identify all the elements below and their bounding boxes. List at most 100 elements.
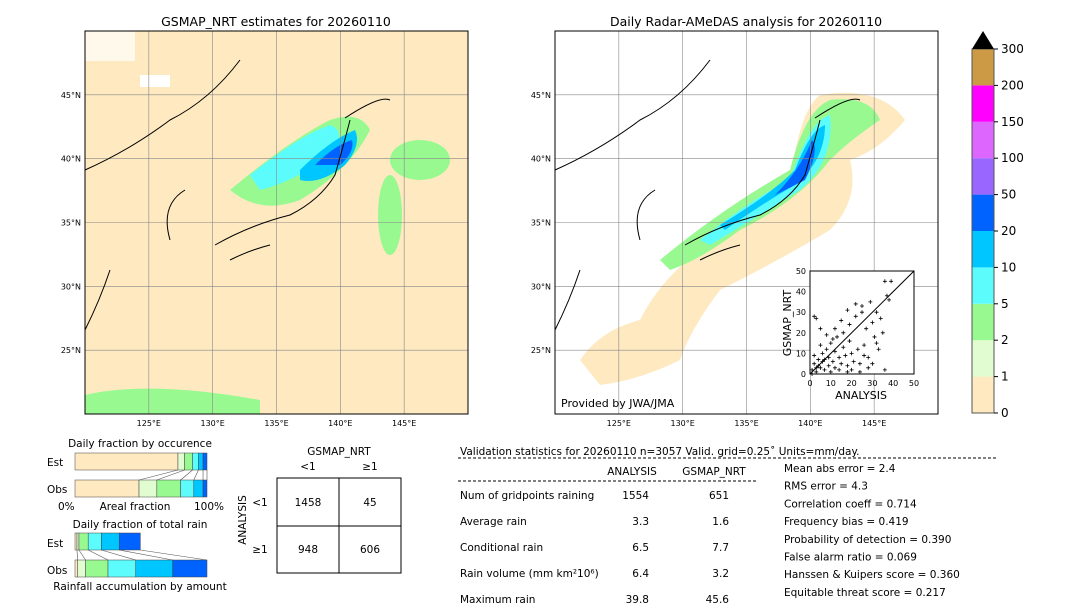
scatter-point [857,369,862,374]
scatter-ylabel: GSMAP_NRT [781,290,794,357]
scatter-point [814,316,819,321]
bar-segment-est [177,452,185,471]
scatter-point [845,369,850,374]
scatter-point [824,347,829,352]
lon-tick-label: 140°E [328,419,352,428]
scatter-xtick: 30 [867,379,877,388]
bar-connector [119,549,173,561]
scatter-xtick: 20 [847,379,857,388]
stats-gsmap-value: 45.6 [706,594,730,606]
lat-tick-label: 40°N [531,155,551,164]
lat-tick-label: 35°N [61,219,81,228]
scatter-point [874,310,879,315]
scatter-point [887,297,892,302]
bar-segment-obs [172,559,208,578]
bar-connector [88,549,109,561]
bar-connector [138,469,179,481]
colorbar-segment [972,340,994,377]
colorbar-segment [972,158,994,195]
rain-est-label: Est [47,538,63,550]
lat-tick-label: 30°N [531,282,551,291]
scatter-ytick: 50 [796,267,806,276]
stats-col-gsmap: GSMAP_NRT [682,466,746,478]
scatter-xtick: 10 [826,379,836,388]
stats-score: Mean abs error = 2.4 [784,463,896,475]
bar-segment-est [202,452,208,471]
scatter-ytick: 0 [801,370,806,379]
stats-score: Frequency bias = 0.419 [784,516,909,528]
colorbar-label: 2 [1001,333,1009,347]
scatter-point [832,326,837,331]
rain-title: Daily fraction of total rain [73,519,208,531]
stats-gsmap-value: 7.7 [712,542,729,554]
lat-tick-label: 30°N [61,282,81,291]
scatter-point [882,279,887,284]
colorbar-label: 20 [1001,224,1016,238]
scatter-point [818,326,823,331]
colorbar-label: 300 [1001,42,1024,56]
scatter-point [866,355,871,360]
scatter-point [845,363,850,368]
ct-cell: 606 [360,544,380,556]
scatter-point [828,341,833,346]
map1-frame [84,30,469,415]
scatter-point [847,339,852,344]
bar-segment-obs [138,479,158,498]
colorbar-extend-arrow [972,31,994,49]
bar-segment-est [192,452,199,471]
bar-segment-est [74,452,179,471]
stats-gsmap-value: 1.6 [712,516,729,528]
occ-0pct: 0% [58,501,75,513]
ct-col-1: ≥1 [362,461,377,473]
bar-segment-est [76,532,80,551]
stats-header: Validation statistics for 20260110 n=305… [460,446,860,458]
fraction-bars [74,452,208,578]
scatter-point [847,322,852,327]
occ-title: Daily fraction by occurence [68,438,212,450]
bar-connector [140,549,208,561]
bar-segment-obs [180,479,195,498]
stats-analysis-value: 6.4 [632,568,649,580]
scatter-point [855,347,860,352]
scatter-point [839,318,844,323]
scatter-point [853,314,858,319]
colorbar-label: 150 [1001,115,1024,129]
bar-connector [101,549,136,561]
scatter-ytick: 40 [796,288,806,297]
scatter-point [816,357,821,362]
scatter-point [810,372,815,376]
bar-segment-est [184,452,193,471]
scatter-point [824,332,829,337]
scatter-point [872,334,877,339]
bar-segment-obs [135,559,173,578]
scatter-point [830,336,835,341]
colorbar-label: 0 [1001,406,1009,420]
stats-row-label: Average rain [460,516,527,528]
ct-row-0: <1 [252,497,267,509]
ct-cell: 948 [298,544,318,556]
scatter-point [837,367,842,372]
scatter-xlabel: ANALYSIS [835,389,887,402]
scatter-point [876,347,881,352]
coastlines [84,59,861,331]
lat-tick-label: 25°N [531,346,551,355]
scatter-point [837,355,842,360]
scatter-point [816,363,821,368]
stats-table: Num of gridpoints raining 1554 651 Average … [460,463,960,606]
scatter-ytick: 20 [796,329,806,338]
lon-tick-label: 130°E [201,419,225,428]
scatter-point [810,367,815,372]
scatter-point [832,365,837,370]
scatter-point [839,361,844,366]
scatter-point [882,367,887,372]
scatter-point [851,359,856,364]
scatter-point [874,341,879,346]
colorbar-segment [972,267,994,304]
bar-segment-est [118,532,141,551]
bar-segment-obs [74,559,78,578]
scatter-diagonal [809,270,915,375]
scatter-point [818,365,823,370]
scatter-point [822,357,827,362]
bar-segment-est [101,532,120,551]
scatter-point [864,326,869,331]
